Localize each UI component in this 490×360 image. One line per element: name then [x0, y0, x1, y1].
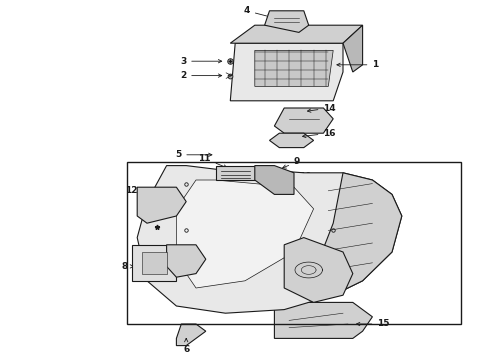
- Text: 6: 6: [183, 338, 189, 354]
- Text: 4: 4: [244, 6, 271, 18]
- Text: 3: 3: [180, 57, 221, 66]
- Text: 5: 5: [175, 150, 212, 159]
- Polygon shape: [132, 245, 176, 281]
- Polygon shape: [270, 133, 314, 148]
- Polygon shape: [230, 25, 363, 43]
- Polygon shape: [176, 324, 206, 346]
- Polygon shape: [314, 173, 402, 295]
- Text: 1: 1: [337, 60, 379, 69]
- Text: 15: 15: [357, 320, 390, 328]
- Text: 16: 16: [303, 129, 336, 138]
- Polygon shape: [230, 43, 343, 101]
- Text: 11: 11: [198, 154, 227, 168]
- Polygon shape: [255, 166, 294, 194]
- Text: 12: 12: [124, 186, 153, 198]
- Text: 13: 13: [317, 237, 346, 248]
- Polygon shape: [343, 25, 363, 72]
- Polygon shape: [274, 108, 333, 133]
- Polygon shape: [137, 166, 402, 313]
- Text: 7: 7: [141, 248, 163, 256]
- Polygon shape: [274, 302, 372, 338]
- Polygon shape: [142, 252, 167, 274]
- Polygon shape: [284, 238, 353, 302]
- Text: 8: 8: [121, 262, 134, 271]
- Text: 14: 14: [308, 104, 336, 112]
- Polygon shape: [265, 11, 309, 32]
- Polygon shape: [167, 245, 206, 277]
- Text: 10: 10: [278, 172, 311, 184]
- Polygon shape: [255, 50, 333, 86]
- Text: 9: 9: [283, 157, 300, 168]
- Polygon shape: [216, 166, 255, 180]
- Bar: [127, 162, 461, 324]
- Polygon shape: [176, 180, 314, 288]
- Text: 2: 2: [180, 71, 221, 80]
- Polygon shape: [137, 187, 186, 223]
